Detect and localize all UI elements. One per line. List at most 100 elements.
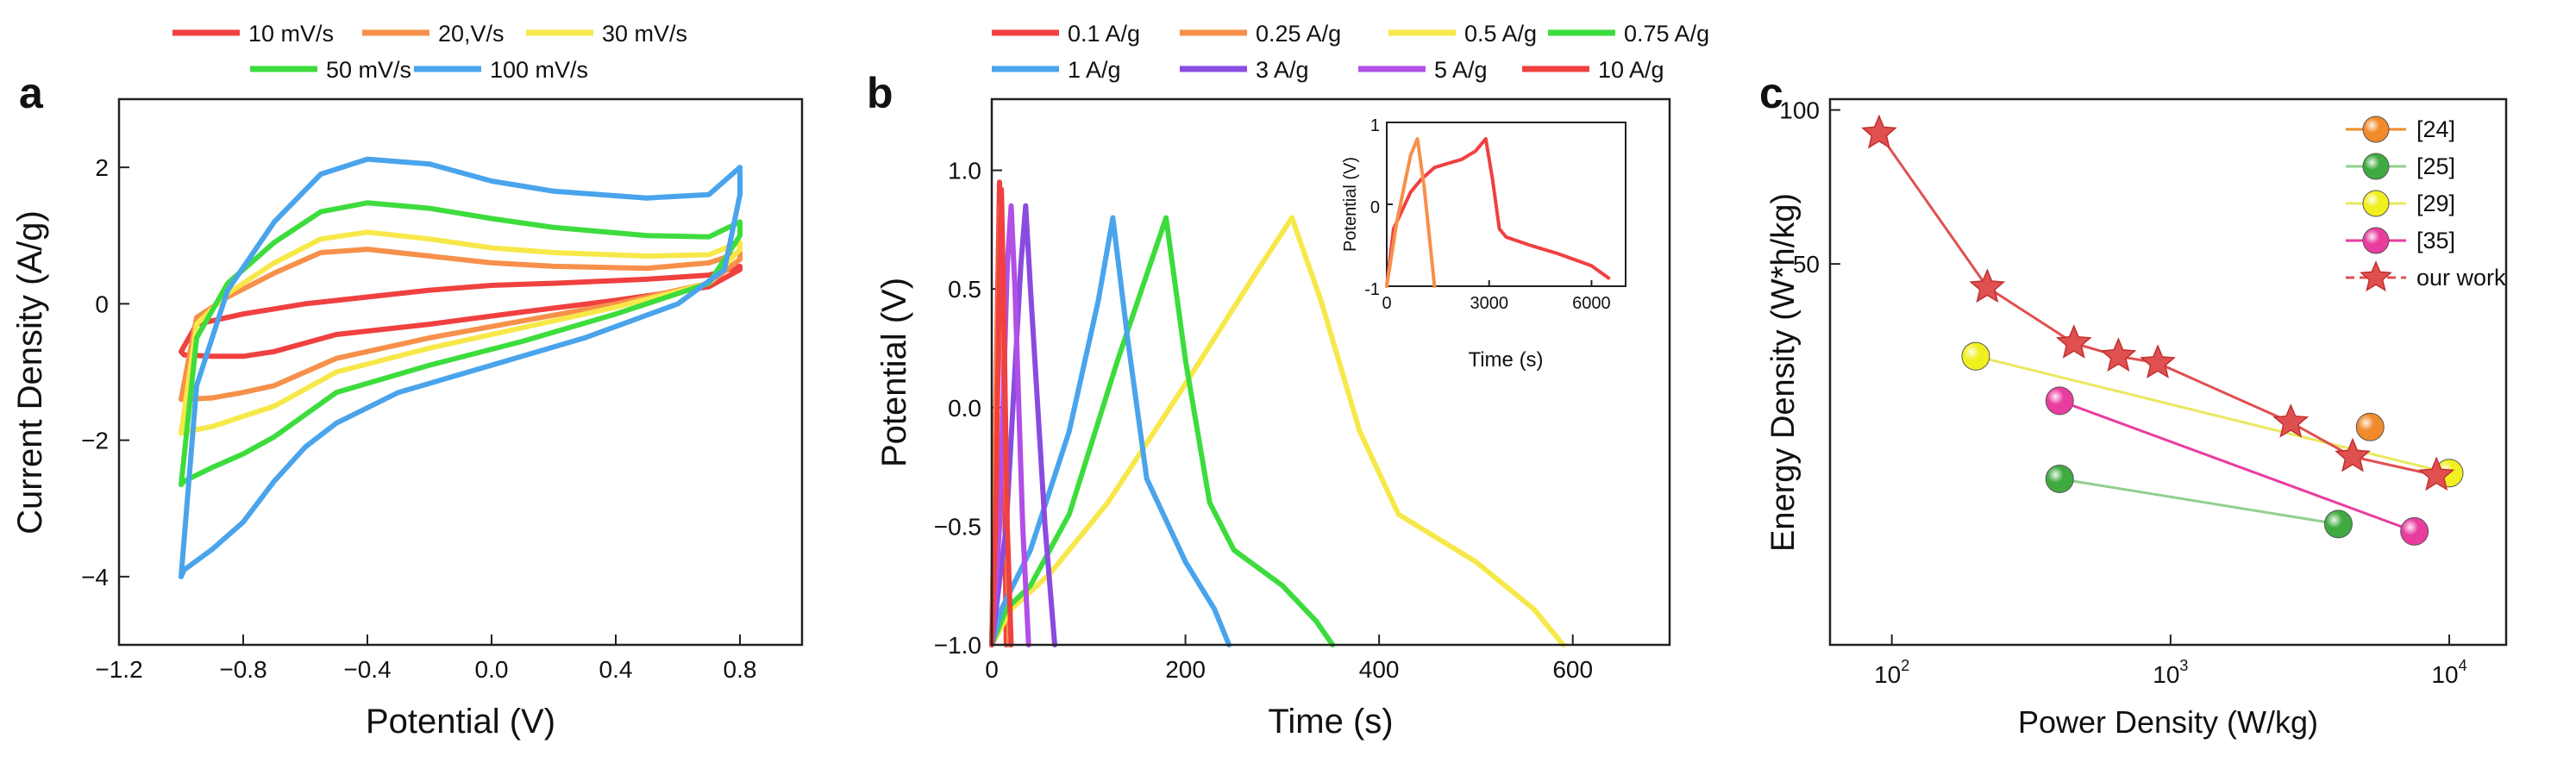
series-line-our-work — [1877, 132, 2437, 477]
legend-label: 3 A/g — [1256, 57, 1309, 83]
y-tick-label: 1 — [1370, 116, 1380, 135]
series-line-30-mv-s — [179, 229, 743, 436]
y-tick-label: −2 — [81, 428, 109, 454]
y-tick-label: 2 — [95, 154, 109, 181]
series-line--35- — [2059, 399, 2416, 533]
star-marker — [1861, 114, 1897, 149]
ball-marker-shine — [2324, 510, 2353, 538]
series-line--25- — [2059, 478, 2339, 526]
ball-marker-shine — [2363, 228, 2389, 253]
x-tick-label: 0.8 — [724, 656, 757, 683]
star-marker — [2055, 324, 2092, 359]
legend-label: our work — [2416, 265, 2506, 291]
legend-label: 0.5 A/g — [1464, 21, 1537, 47]
series-line-10-a-g — [989, 186, 1014, 647]
x-tick-label: −0.8 — [219, 656, 266, 683]
series-line-100-mv-s — [179, 156, 743, 579]
x-tick-label: 400 — [1359, 656, 1400, 683]
x-tick-exponent: 4 — [2459, 657, 2467, 674]
panel-a-ticks: −1.2 −0.8 −0.4 0.0 0.4 0.8 −4 −2 0 2 — [81, 154, 756, 683]
x-tick-label: −0.4 — [343, 656, 391, 683]
series-line-10-mv-s — [179, 263, 743, 359]
star-marker — [2335, 437, 2371, 472]
series-line--29- — [1975, 354, 2450, 475]
ball-marker-shine — [2356, 413, 2385, 441]
y-tick-label: -1 — [1364, 280, 1380, 299]
inset-ticks: 0 3000 6000-101 — [1364, 116, 1610, 313]
inset-frame — [1386, 122, 1626, 287]
legend-label: 1 A/g — [1068, 57, 1121, 83]
panel-b-frame — [990, 97, 1671, 647]
legend-label: 30 mV/s — [602, 21, 687, 47]
panel-a: a 10 mV/s 20,V/s 30 mV/s 50 mV/s 100 mV/s −1… — [11, 21, 804, 741]
ball-marker-shine — [1961, 342, 1990, 371]
x-tick-exponent: 2 — [1901, 657, 1909, 674]
panel-b-ylabel: Potential (V) — [875, 278, 913, 467]
panel-b-inset: 0 3000 6000-101 Time (s) Potential (V) — [1341, 116, 1626, 372]
ball-marker-shine — [2363, 191, 2389, 216]
legend-label: 0.75 A/g — [1624, 21, 1709, 47]
series-line-0-1-a-g — [1385, 137, 1611, 288]
x-tick-label: −1.2 — [95, 656, 142, 683]
y-tick-label: 0 — [1370, 198, 1380, 217]
ball-marker-shine — [2400, 517, 2429, 546]
x-tick-label: 6000 — [1572, 294, 1611, 313]
panel-c-label: c — [1759, 69, 1783, 117]
x-tick-label: 104 — [2431, 657, 2466, 688]
y-tick-label: 50 — [1793, 251, 1820, 278]
x-tick-label: 0 — [1382, 294, 1391, 313]
panel-c-frame — [1828, 97, 2508, 647]
panel-a-legend: 10 mV/s 20,V/s 30 mV/s 50 mV/s 100 mV/s — [172, 21, 687, 83]
panel-c-ylabel: Energy Density (W*h/kg) — [1765, 193, 1802, 552]
x-tick-label: 0 — [985, 656, 999, 683]
inset-series — [1385, 137, 1611, 288]
inset-ylabel: Potential (V) — [1341, 157, 1360, 252]
y-tick-label: 0 — [95, 291, 109, 317]
legend-label: 10 mV/s — [248, 21, 334, 47]
panel-b-label: b — [867, 69, 893, 117]
y-tick-label: 0.5 — [948, 276, 981, 303]
panel-c-legend: [24] [25] [29] [35] our work — [2346, 116, 2506, 292]
series-line-1-a-g — [989, 215, 1232, 647]
panel-a-label: a — [19, 69, 44, 117]
panel-c-xlabel: Power Density (W/kg) — [2018, 704, 2318, 740]
x-tick-exponent: 3 — [2179, 657, 2188, 674]
panel-a-series — [179, 156, 743, 579]
x-tick-label: 103 — [2153, 657, 2188, 688]
x-tick-label: 3000 — [1470, 294, 1508, 313]
y-tick-label: −1.0 — [934, 632, 981, 659]
ball-marker-shine — [2363, 116, 2389, 142]
series-line-0-25-a-g — [1385, 137, 1437, 288]
y-tick-label: 1.0 — [948, 158, 981, 184]
x-tick-label: 200 — [1165, 656, 1206, 683]
panel-c-series — [1861, 114, 2464, 546]
legend-label: 50 mV/s — [326, 57, 411, 83]
panel-c: c 102 103 104 50 100 [24] [25] [29] [35] our wor… — [1759, 69, 2508, 740]
legend-label: [29] — [2416, 191, 2455, 216]
panel-a-frame — [117, 97, 804, 647]
star-marker — [1969, 268, 2006, 303]
panel-b: b 0.1 A/g 0.25 A/g 0.5 A/g 0.75 A/g 1 A/g 3 A… — [867, 21, 1709, 741]
legend-label: [25] — [2416, 153, 2455, 179]
x-tick-label: 0.4 — [599, 656, 633, 683]
ball-marker-shine — [2046, 386, 2074, 415]
panel-b-legend: 0.1 A/g 0.25 A/g 0.5 A/g 0.75 A/g 1 A/g 3 A/g… — [992, 21, 1709, 83]
y-tick-label: 100 — [1779, 97, 1820, 124]
panel-a-xlabel: Potential (V) — [366, 703, 555, 741]
star-marker — [2140, 344, 2176, 378]
legend-label: 5 A/g — [1434, 57, 1488, 83]
legend-label: 10 A/g — [1598, 57, 1664, 83]
legend-label: [24] — [2416, 116, 2455, 142]
legend-label: 100 mV/s — [490, 57, 588, 83]
y-tick-label: −0.5 — [934, 513, 981, 540]
legend-label: 20,V/s — [438, 21, 505, 47]
panel-b-xlabel: Time (s) — [1268, 703, 1393, 741]
star-marker — [2418, 456, 2455, 491]
x-tick-label: 0.0 — [475, 656, 509, 683]
legend-label: 0.1 A/g — [1068, 21, 1140, 47]
star-marker — [2100, 337, 2137, 372]
ball-marker-shine — [2046, 465, 2074, 493]
panel-b-series — [989, 179, 1566, 647]
series-line-50-mv-s — [179, 200, 743, 488]
